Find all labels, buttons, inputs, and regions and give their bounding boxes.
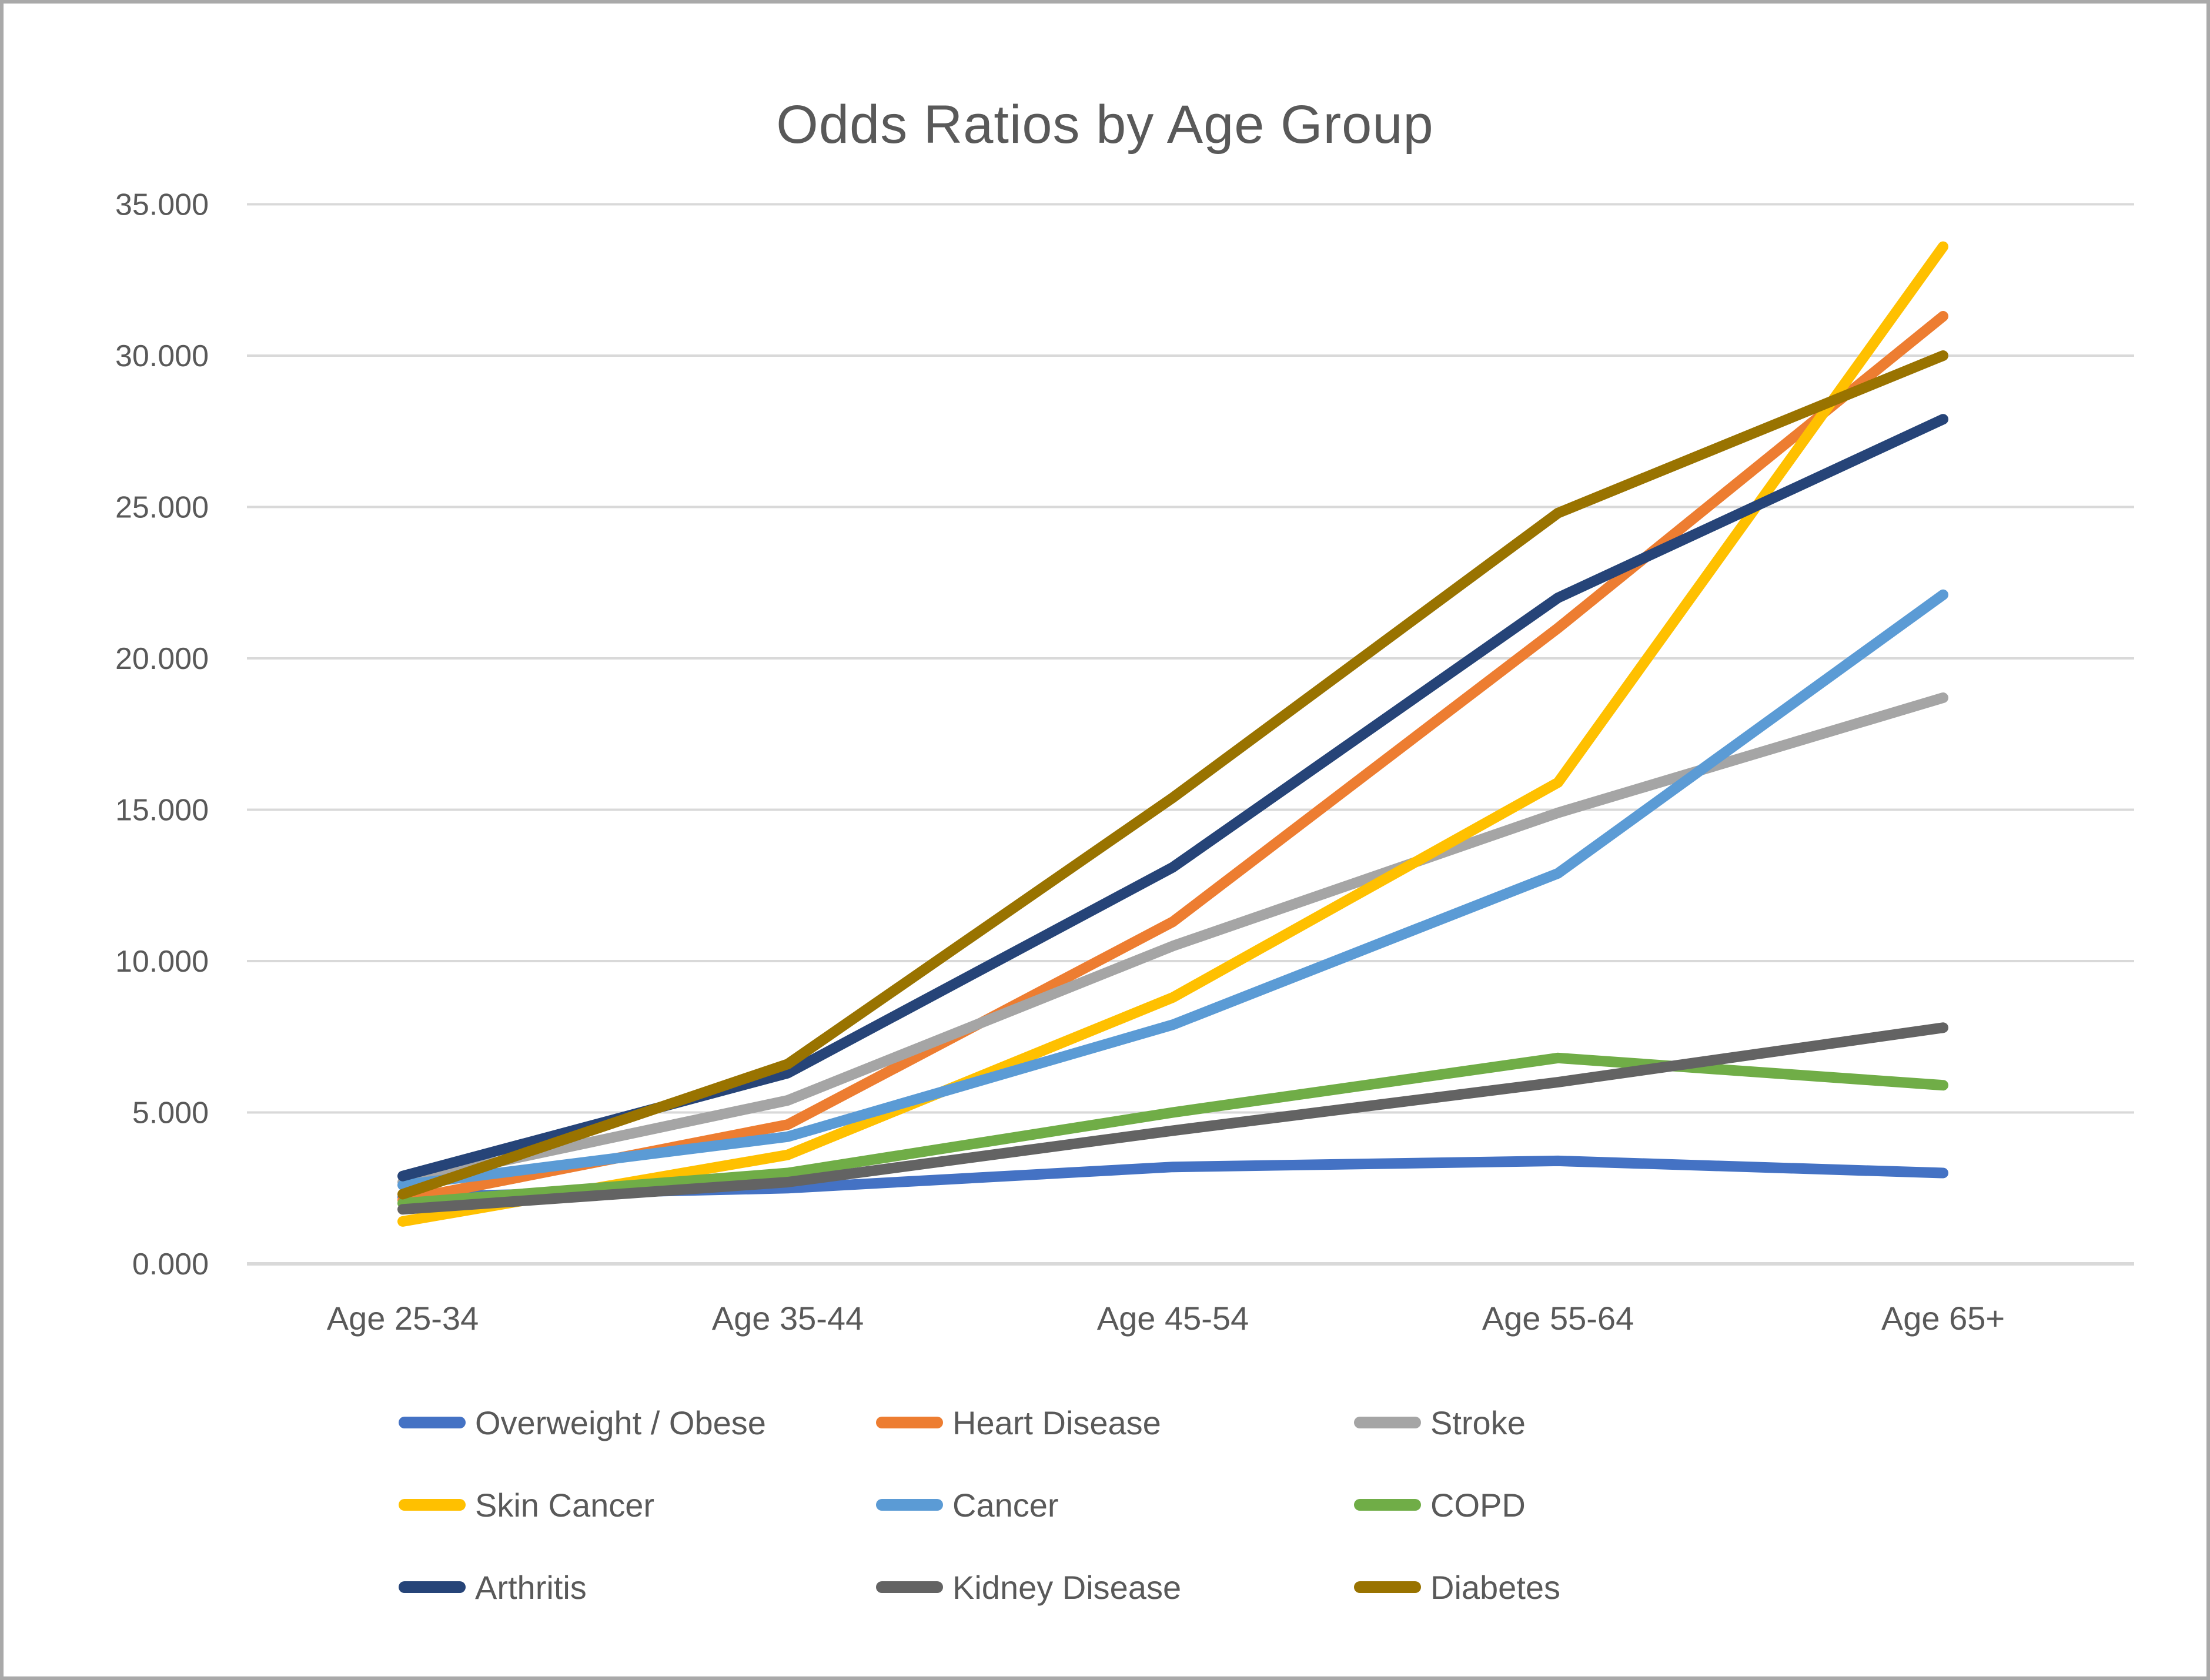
y-axis-tick-label: 35.000 (115, 188, 209, 222)
x-axis-tick-label: Age 55-64 (1482, 1300, 1634, 1337)
series-line-diabetes (397, 350, 1948, 1200)
series-line-kidney-disease (397, 1022, 1948, 1215)
y-axis-tick-label: 30.000 (115, 339, 209, 373)
y-axis-tick-label: 25.000 (115, 491, 209, 525)
x-axis-tick-label: Age 65+ (1881, 1300, 2005, 1337)
x-axis-tick-label: Age 25-34 (327, 1300, 479, 1337)
series-line-skin-cancer (397, 241, 1948, 1227)
x-axis-tick-label: Age 45-54 (1097, 1300, 1249, 1337)
chart-title: Odds Ratios by Age Group (776, 95, 1434, 155)
series-line-cancer (397, 589, 1948, 1191)
y-axis-tick-label: 0.000 (132, 1247, 209, 1281)
x-axis-tick-label: Age 35-44 (712, 1300, 864, 1337)
y-axis-tick-label: 5.000 (132, 1096, 209, 1130)
y-axis-tick-label: 15.000 (115, 794, 209, 828)
y-axis-tick-label: 10.000 (115, 945, 209, 979)
y-axis-tick-label: 20.000 (115, 642, 209, 676)
